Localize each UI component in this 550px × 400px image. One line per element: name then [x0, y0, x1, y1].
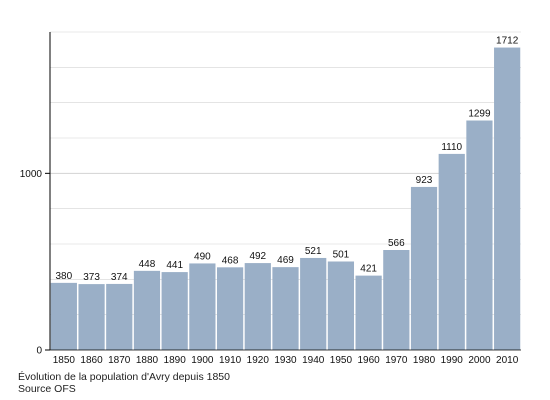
- bar-value-label: 374: [111, 272, 128, 283]
- bar: [300, 257, 327, 350]
- x-tick-label: 1870: [108, 355, 131, 366]
- x-tick-label: 1920: [247, 355, 270, 366]
- bar: [355, 275, 382, 350]
- bar: [494, 47, 521, 351]
- x-tick-label: 2010: [496, 355, 519, 366]
- bar: [161, 272, 188, 350]
- x-tick-label: 1910: [219, 355, 242, 366]
- bar-value-label: 492: [249, 251, 266, 262]
- bar-value-label: 380: [56, 271, 73, 282]
- x-tick-label: 1860: [80, 355, 103, 366]
- bar: [106, 283, 133, 350]
- x-tick-label: 1960: [357, 355, 380, 366]
- x-tick-label: 1890: [164, 355, 187, 366]
- bar-value-label: 373: [83, 272, 100, 283]
- bar: [272, 267, 299, 350]
- x-tick-label: 1880: [136, 355, 159, 366]
- y-tick-label: 0: [36, 346, 42, 357]
- y-tick-label: 1000: [20, 169, 43, 180]
- x-tick-label: 1950: [330, 355, 353, 366]
- x-tick-label: 1900: [191, 355, 214, 366]
- bar-value-label: 501: [333, 249, 350, 260]
- bar: [189, 263, 216, 350]
- chart-caption-title: Évolution de la population d'Avry depuis…: [18, 371, 230, 383]
- bar: [438, 153, 465, 350]
- bar-value-label: 469: [277, 255, 294, 266]
- x-tick-label: 1980: [413, 355, 436, 366]
- bar: [133, 270, 161, 350]
- bar: [383, 250, 410, 350]
- bar-value-label: 421: [360, 264, 377, 275]
- bar-value-label: 566: [388, 238, 405, 249]
- bar-value-label: 1299: [468, 109, 491, 120]
- bar-value-label: 1110: [441, 142, 462, 153]
- bar: [78, 284, 105, 350]
- bar-value-label: 468: [222, 255, 239, 266]
- x-tick-label: 1850: [53, 355, 76, 366]
- bar: [466, 120, 493, 350]
- bar: [216, 267, 244, 350]
- chart-caption-source: Source OFS: [18, 383, 76, 395]
- bar: [410, 186, 438, 350]
- x-tick-label: 1930: [274, 355, 297, 366]
- bar-value-label: 448: [139, 259, 156, 270]
- bar-value-label: 490: [194, 251, 211, 262]
- bar: [50, 282, 77, 350]
- x-tick-label: 2000: [468, 355, 491, 366]
- bar: [327, 261, 355, 350]
- x-tick-label: 1990: [441, 355, 464, 366]
- bar-value-label: 1712: [496, 36, 519, 47]
- x-tick-label: 1970: [385, 355, 408, 366]
- bar-value-label: 441: [166, 260, 183, 271]
- bar-value-label: 923: [416, 175, 433, 186]
- x-tick-label: 1940: [302, 355, 325, 366]
- bar: [244, 263, 271, 350]
- bar-value-label: 521: [305, 246, 322, 257]
